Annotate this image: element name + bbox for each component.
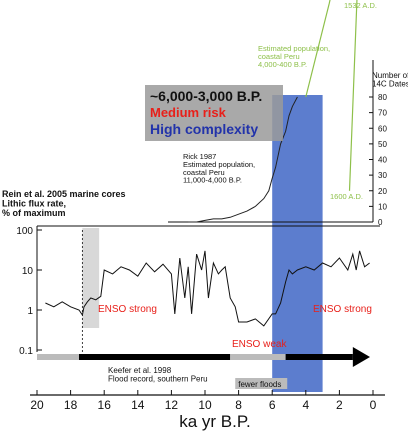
x-tick-label: 0 [370,398,377,412]
highlight-risk: Medium risk [150,105,227,120]
lower-y-axis-label: Rein et al. 2005 marine cores Lithic flux… [2,189,126,218]
x-tick-label: 8 [235,398,242,412]
annotation-population-estimate: Estimated population, coastal Peru 4,000-4… [258,44,330,69]
upper-y-tick-label: 60 [378,124,387,133]
upper-y-tick-label: 0 [378,218,383,227]
flood-bar-fewer [230,354,286,360]
radiocarbon-dates-line [188,96,298,223]
x-tick-label: 20 [30,398,44,412]
annotations: ENSO strong ENSO weak ENSO strong Rick 1987… [98,1,377,350]
upper-y-tick-label: 50 [378,140,387,149]
upper-y-tick-label: 40 [378,156,387,165]
fewer-floods-box [235,378,288,389]
upper-y-tick-label: 20 [378,187,387,196]
annotation-enso-strong-late: ENSO strong [313,304,372,315]
x-tick-label: 18 [64,398,78,412]
highlight-box [145,85,283,141]
x-tick-label: 14 [131,398,145,412]
lower-y-ticks: 100 10 1 0.1 [16,226,42,357]
highlight-complexity: High complexity [150,121,258,137]
lower-y-tick-label: 0.1 [19,346,33,357]
blue-highlight-band [272,95,323,392]
highlight-period: ~6,000-3,000 B.P. [150,88,262,104]
x-tick-label: 16 [98,398,112,412]
upper-y-ticks: 0 10 20 30 40 50 60 70 80 [369,93,387,227]
x-axis-label: ka yr B.P. [179,412,251,431]
x-tick-label: 4 [302,398,309,412]
lower-y-tick-label: 10 [22,266,34,277]
flood-bar-main [79,354,231,360]
flood-bar-early [37,354,79,360]
upper-panel-axes: Number of 14C Dates [168,60,408,223]
population-line [305,0,358,191]
upper-y-axis-label: Number of 14C Dates [372,71,408,88]
annotation-enso-strong-early: ENSO strong [98,304,157,315]
upper-y-tick-label: 30 [378,171,387,180]
annotation-enso-weak: ENSO weak [232,339,287,350]
x-axis: 20 18 16 14 12 10 8 6 4 2 0 [30,390,385,412]
gray-highlight-band [82,228,100,328]
fewer-floods-label: fewer floods [238,380,281,389]
annotation-1600-ad: 1600 A.D. [330,192,363,201]
x-tick-label: 10 [198,398,212,412]
x-tick-label: 6 [269,398,276,412]
x-tick-label: 12 [165,398,179,412]
lithic-flux-line [45,250,370,327]
flood-record-arrow: Keefer et al. 1998 Flood record, southern… [37,347,370,389]
annotation-rick-1987: Rick 1987 Estimated population, coastal Pe… [183,152,255,185]
flood-record-label: Keefer et al. 1998 Flood record, southern… [108,366,208,383]
x-tick-label: 2 [336,398,343,412]
flood-arrowhead [352,347,370,367]
upper-y-tick-label: 80 [378,93,387,102]
lower-y-tick-label: 100 [16,226,33,237]
lower-panel-axes: Rein et al. 2005 marine cores Lithic flux… [2,189,380,354]
upper-y-tick-label: 10 [378,202,387,211]
upper-y-tick-label: 70 [378,109,387,118]
annotation-1532-ad: 1532 A.D. [344,1,377,10]
lower-y-tick-label: 1 [27,306,33,317]
flood-bar-late [285,354,353,360]
